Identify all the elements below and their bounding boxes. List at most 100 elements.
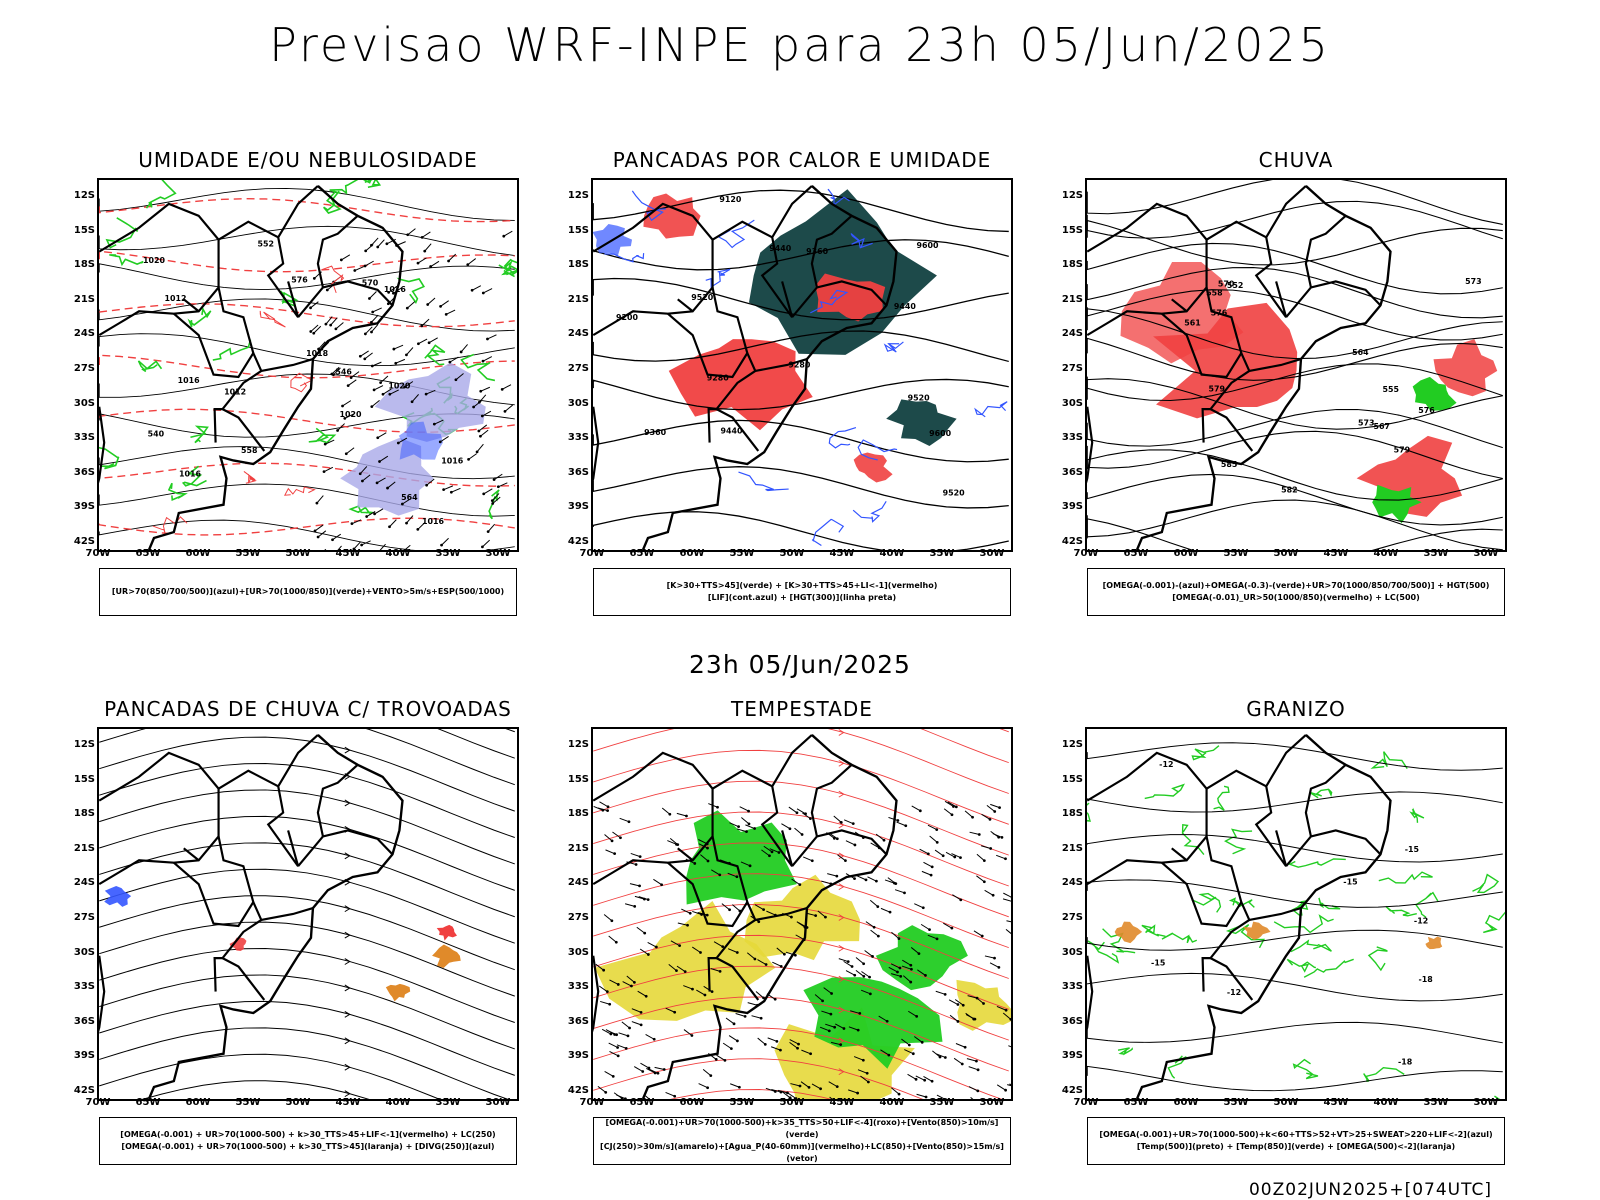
lat-tick-label: 15S xyxy=(73,224,95,236)
main-title: Previsao WRF-INPE para 23h 05/Jun/2025 xyxy=(269,18,1331,72)
contour-label: 576 xyxy=(1418,406,1435,415)
contour-label: 9600 xyxy=(929,429,952,438)
country-border xyxy=(297,280,394,318)
lat-tick-label: 36S xyxy=(567,1015,589,1027)
country-border xyxy=(1087,955,1094,1033)
lon-tick-label: 55W xyxy=(1223,1097,1249,1108)
country-border xyxy=(1171,847,1188,862)
country-border xyxy=(714,352,760,452)
panel-legend-1: [UR>70(850/700/500)](azul)+[UR>70(1000/8… xyxy=(99,568,517,616)
lon-tick-label: 45W xyxy=(829,548,855,559)
contour-label: 9200 xyxy=(616,313,639,322)
contour-label: 564 xyxy=(401,493,418,502)
contour-label: 573 xyxy=(1358,418,1375,427)
lat-tick-label: 15S xyxy=(1061,224,1083,236)
lat-tick-label: 15S xyxy=(1061,773,1083,785)
country-border xyxy=(261,358,314,373)
country-border xyxy=(667,287,749,379)
country-border xyxy=(755,358,808,373)
panel-legend-2: [K>30+TTS>45](verde) + [K>30+TTS>45+LI<-… xyxy=(593,568,1011,616)
country-border xyxy=(297,829,394,867)
panel-title-3: CHUVA xyxy=(1258,148,1334,172)
coastline xyxy=(147,734,404,1099)
lat-tick-label: 18S xyxy=(73,808,95,820)
country-border xyxy=(220,901,266,1001)
country-border xyxy=(218,769,279,790)
lat-tick-label: 18S xyxy=(567,808,589,820)
weather-map-2: 9600 9600 9520 9520 9440 9440 9360 9280 9280 9200… xyxy=(591,178,1013,552)
lat-tick-label: 42S xyxy=(73,1085,95,1096)
lat-tick-label: 39S xyxy=(1061,1050,1083,1062)
country-border xyxy=(677,298,694,313)
country-border xyxy=(173,836,255,928)
panel-title-2: PANCADAS POR CALOR E UMIDADE xyxy=(612,148,992,172)
contour-label: 558 xyxy=(241,446,258,455)
lon-tick-label: 50W xyxy=(1273,1097,1299,1108)
lon-tick-label: 45W xyxy=(335,548,361,559)
panel-legend-5: [OMEGA(-0.001)+UR>70(1000-500)+k>35_TTS>… xyxy=(593,1117,1011,1165)
contour-label: 1016 xyxy=(178,376,201,385)
coastline xyxy=(641,185,898,550)
lon-tick-label: 55W xyxy=(1223,548,1249,559)
lat-tick-label: 33S xyxy=(73,981,95,993)
lon-tick-label: 50W xyxy=(1273,548,1299,559)
panel-legend-4: [OMEGA(-0.001) + UR>70(1000-500) + k>30_… xyxy=(99,1117,517,1165)
country-border xyxy=(99,202,220,337)
country-border xyxy=(755,907,808,922)
lon-tick-label: 30W xyxy=(1473,548,1499,559)
lon-tick-label: 30W xyxy=(1473,1097,1499,1108)
lat-tick-label: 39S xyxy=(567,501,589,513)
lon-tick-label: 40W xyxy=(385,1097,411,1108)
lat-tick-label: 30S xyxy=(1061,397,1083,409)
contour-label: 552 xyxy=(257,240,274,249)
contour-label: 9440 xyxy=(769,244,792,253)
lat-tick-label: 24S xyxy=(73,328,95,340)
contour-label: 1016 xyxy=(422,517,445,526)
country-border xyxy=(760,185,813,318)
contour-label: 579 xyxy=(1208,385,1225,394)
country-border xyxy=(667,836,749,928)
lat-tick-label: 39S xyxy=(73,1050,95,1062)
lat-tick-label: 24S xyxy=(73,877,95,889)
coastline xyxy=(147,185,404,550)
lat-tick-label: 21S xyxy=(567,293,589,305)
lon-tick-label: 65W xyxy=(135,1097,161,1108)
lat-tick-label: 39S xyxy=(1061,501,1083,513)
legend-line: [UR>70(850/700/500)](azul)+[UR>70(1000/8… xyxy=(111,587,505,596)
lon-tick-label: 65W xyxy=(629,548,655,559)
panel-title-6: GRANIZO xyxy=(1246,697,1346,721)
contour-label: -12 xyxy=(1227,988,1241,997)
lon-tick-label: 50W xyxy=(285,548,311,559)
lat-tick-label: 36S xyxy=(1061,466,1083,478)
country-border xyxy=(266,185,319,318)
lat-tick-label: 24S xyxy=(1061,328,1083,340)
lon-tick-label: 60W xyxy=(679,548,705,559)
lat-tick-label: 21S xyxy=(1061,293,1083,305)
lat-tick-label: 15S xyxy=(73,773,95,785)
lat-tick-label: 12S xyxy=(567,739,589,750)
country-border xyxy=(213,957,223,992)
contour-label: 9440 xyxy=(894,302,917,311)
contour-label: 540 xyxy=(148,430,165,439)
contour-label: 9360 xyxy=(806,247,829,256)
lat-tick-label: 33S xyxy=(73,432,95,444)
legend-line: [OMEGA(-0.001) + UR>70(1000-500) + k>30_… xyxy=(121,1142,495,1151)
lat-tick-label: 30S xyxy=(73,397,95,409)
country-border xyxy=(261,907,314,922)
lon-tick-label: 40W xyxy=(385,548,411,559)
lon-tick-label: 35W xyxy=(1423,1097,1449,1108)
legend-line: [OMEGA(-0.001)-(azul)+OMEGA(-0.3)-(verde… xyxy=(1102,581,1490,590)
lat-tick-label: 33S xyxy=(567,981,589,993)
country-border xyxy=(99,955,106,1033)
lat-tick-label: 30S xyxy=(567,946,589,958)
country-border xyxy=(266,734,319,867)
lon-tick-label: 40W xyxy=(879,548,905,559)
lon-tick-label: 65W xyxy=(1123,548,1149,559)
country-border xyxy=(183,847,200,862)
lon-tick-label: 60W xyxy=(185,548,211,559)
lat-tick-label: 12S xyxy=(1061,739,1083,750)
country-border xyxy=(183,298,200,313)
lat-tick-label: 33S xyxy=(1061,432,1083,444)
lat-tick-label: 39S xyxy=(567,1050,589,1062)
weather-map-6: -12 -12 -15 -15 -18 -12 -15 -18 xyxy=(1085,727,1507,1101)
